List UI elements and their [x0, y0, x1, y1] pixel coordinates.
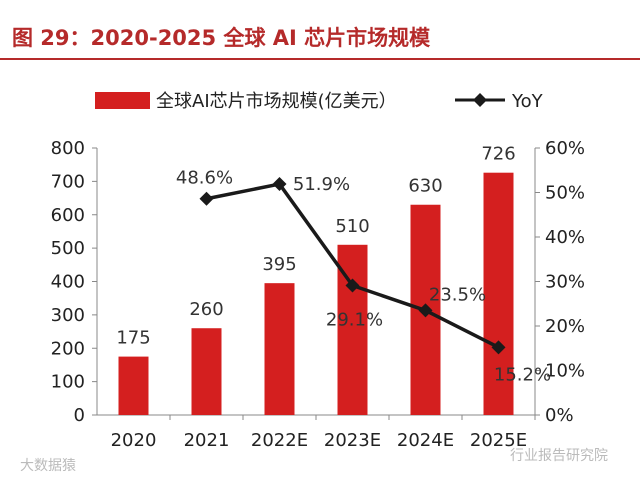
- yoy-value-label: 15.2%: [494, 364, 551, 385]
- bar-value-label: 395: [262, 254, 296, 275]
- y-left-tick-label: 600: [51, 205, 85, 226]
- x-tick-label: 2022E: [251, 430, 308, 451]
- yoy-value-label: 29.1%: [326, 310, 383, 331]
- x-tick-label: 2020: [111, 430, 157, 451]
- title-divider: [0, 58, 640, 60]
- yoy-point: [418, 303, 433, 318]
- y-left-tick-label: 800: [51, 138, 85, 159]
- bar-value-label: 175: [116, 328, 150, 349]
- yoy-point: [199, 191, 214, 206]
- bar-value-label: 630: [408, 176, 442, 197]
- bar-value-label: 260: [189, 299, 223, 320]
- bar: [264, 283, 295, 415]
- y-right-tick-label: 0%: [545, 405, 574, 426]
- y-left-tick-label: 300: [51, 305, 85, 326]
- y-right-tick-label: 30%: [545, 272, 585, 293]
- y-left-tick-label: 100: [51, 372, 85, 393]
- bar: [483, 172, 514, 415]
- legend-bar-label: 全球AI芯片市场规模(亿美元）: [156, 91, 397, 112]
- bar: [191, 328, 222, 415]
- y-left-tick-label: 500: [51, 238, 85, 259]
- bar-value-label: 726: [481, 144, 515, 165]
- yoy-value-label: 23.5%: [429, 284, 486, 305]
- watermark-right: 行业报告研究院: [510, 448, 608, 464]
- bar: [118, 356, 149, 415]
- watermark-left: 大数据猿: [20, 458, 76, 474]
- y-right-tick-label: 50%: [545, 183, 585, 204]
- legend-line-marker: [473, 93, 487, 107]
- y-right-tick-label: 20%: [545, 316, 585, 337]
- yoy-value-label: 51.9%: [293, 174, 350, 195]
- x-tick-label: 2025E: [470, 430, 527, 451]
- legend-bar-swatch: [95, 92, 150, 109]
- x-tick-label: 2021: [184, 430, 230, 451]
- legend-line-label: YoY: [511, 91, 544, 112]
- chart-title: 图 29：2020-2025 全球 AI 芯片市场规模: [12, 26, 431, 50]
- y-right-tick-label: 60%: [545, 138, 585, 159]
- yoy-point: [272, 177, 287, 192]
- y-right-tick-label: 10%: [545, 361, 585, 382]
- y-left-tick-label: 0: [74, 405, 85, 426]
- yoy-point: [345, 278, 360, 293]
- x-tick-label: 2023E: [324, 430, 381, 451]
- x-tick-label: 2024E: [397, 430, 454, 451]
- y-left-tick-label: 200: [51, 338, 85, 359]
- bar-value-label: 510: [335, 216, 369, 237]
- y-left-tick-label: 400: [51, 272, 85, 293]
- yoy-point: [491, 340, 506, 355]
- y-left-tick-label: 700: [51, 171, 85, 192]
- y-right-tick-label: 40%: [545, 227, 585, 248]
- yoy-value-label: 48.6%: [176, 168, 233, 189]
